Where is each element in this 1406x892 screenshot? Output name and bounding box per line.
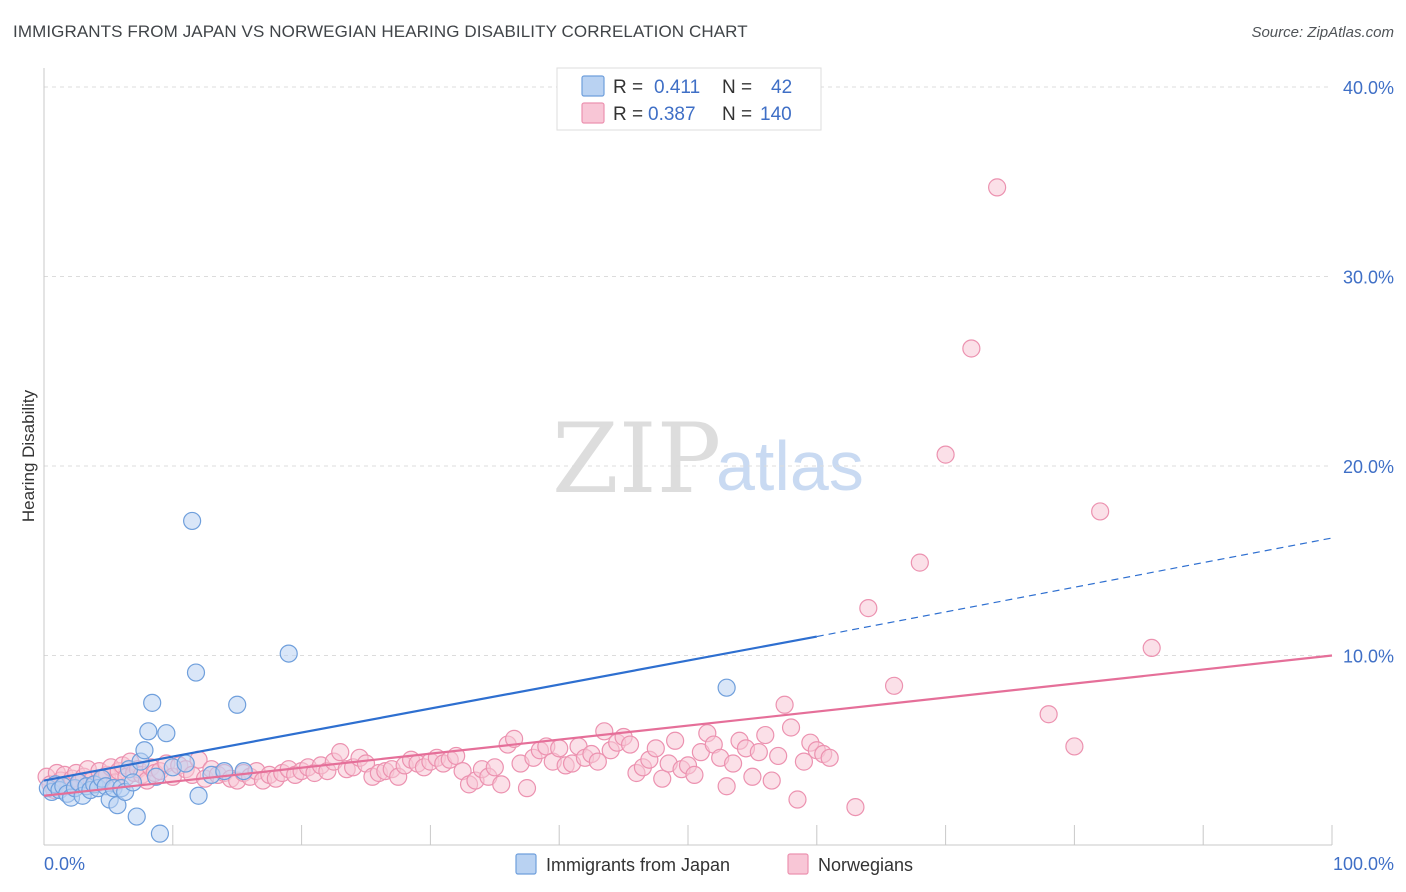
japan-point <box>186 663 206 682</box>
norwegians-point <box>846 797 865 817</box>
norwegians-point <box>620 735 640 754</box>
japan-trend-extension <box>816 537 1333 638</box>
trend-lines <box>43 537 1333 797</box>
norwegians-point <box>485 758 504 777</box>
legend-r-label-1: R = <box>613 77 643 98</box>
japan-point <box>123 773 142 792</box>
japan-points <box>38 511 736 843</box>
y-tick-label: 40.0% <box>1343 78 1394 98</box>
norwegians-point <box>1091 502 1110 521</box>
japan-point <box>139 722 158 741</box>
japan-point <box>157 724 176 743</box>
bottom-legend-label-japan: Immigrants from Japan <box>546 855 730 875</box>
norwegians-point <box>588 752 607 771</box>
norwegians-point <box>775 695 794 714</box>
norwegians-point <box>550 739 569 758</box>
legend-n-value-japan: 42 <box>771 77 792 98</box>
norwegians-trend-line <box>43 654 1333 797</box>
legend-n-label-2: N = <box>722 104 752 125</box>
norwegians-point <box>788 790 807 809</box>
norwegians-point <box>781 718 801 737</box>
japan-point <box>143 693 162 712</box>
gridlines <box>44 86 1332 656</box>
legend-swatch-japan <box>581 75 605 97</box>
bottom-legend: Immigrants from Japan Norwegians <box>515 853 913 875</box>
norwegians-point <box>723 754 743 773</box>
japan-point <box>150 824 170 843</box>
x-tick-label-min: 0.0% <box>44 854 85 874</box>
norwegians-point <box>1039 705 1058 724</box>
japan-point <box>146 767 166 786</box>
norwegians-point <box>666 731 685 750</box>
japan-point <box>127 807 146 826</box>
japan-point <box>228 695 247 714</box>
japan-point <box>135 741 154 760</box>
legend-n-label-1: N = <box>722 77 752 98</box>
japan-point <box>717 678 736 697</box>
norwegians-point <box>653 769 672 788</box>
japan-point <box>234 761 253 781</box>
norwegians-point <box>646 739 665 758</box>
y-tick-label: 30.0% <box>1343 267 1394 287</box>
japan-point <box>279 644 298 663</box>
japan-trend-line <box>43 635 818 782</box>
chart-title: IMMIGRANTS FROM JAPAN VS NORWEGIAN HEARI… <box>13 22 748 41</box>
norwegians-point <box>794 752 814 771</box>
legend-r-value-norwegians: 0.387 <box>648 104 696 125</box>
x-ticks <box>172 825 1333 845</box>
japan-point <box>183 511 202 531</box>
x-tick-label-max: 100.0% <box>1333 854 1394 874</box>
legend-r-value-japan: 0.411 <box>654 77 700 98</box>
legend-swatch-norwegians <box>581 102 605 124</box>
source-label: Source: ZipAtlas.com <box>1251 24 1394 41</box>
norwegians-point <box>859 599 878 618</box>
norwegians-point <box>517 779 537 798</box>
norwegians-point <box>962 339 981 358</box>
norwegians-point <box>762 771 781 790</box>
norwegians-point <box>331 743 350 762</box>
japan-point <box>189 786 208 805</box>
norwegians-point <box>743 767 762 786</box>
norwegians-point <box>749 743 768 762</box>
norwegians-point <box>988 178 1007 197</box>
norwegians-point <box>910 553 929 572</box>
y-tick-labels: 10.0% 20.0% 30.0% 40.0% <box>1343 78 1394 667</box>
legend-box: R = 0.411 N = 42 R = 0.387 N = 140 <box>556 67 822 131</box>
bottom-legend-label-norwegians: Norwegians <box>818 855 913 875</box>
japan-point <box>176 754 195 773</box>
norwegians-point <box>492 775 511 794</box>
y-axis-title: Hearing Disability <box>19 389 38 522</box>
y-tick-label: 20.0% <box>1343 457 1394 477</box>
norwegians-point <box>685 765 704 784</box>
norwegians-point <box>936 445 955 464</box>
legend-n-value-norwegians: 140 <box>760 104 792 125</box>
norwegians-point <box>820 748 839 767</box>
watermark-zip: ZIP <box>552 403 721 515</box>
legend-r-label-2: R = <box>613 104 643 125</box>
bottom-legend-swatch-japan <box>515 853 537 875</box>
y-tick-label: 10.0% <box>1343 646 1394 666</box>
norwegians-point <box>769 746 788 766</box>
norwegians-point <box>884 676 904 695</box>
norwegians-point <box>1142 638 1161 658</box>
norwegians-point <box>717 777 736 796</box>
bottom-legend-swatch-norwegians <box>787 853 809 875</box>
norwegians-point <box>756 725 775 745</box>
norwegians-point <box>1065 737 1084 756</box>
